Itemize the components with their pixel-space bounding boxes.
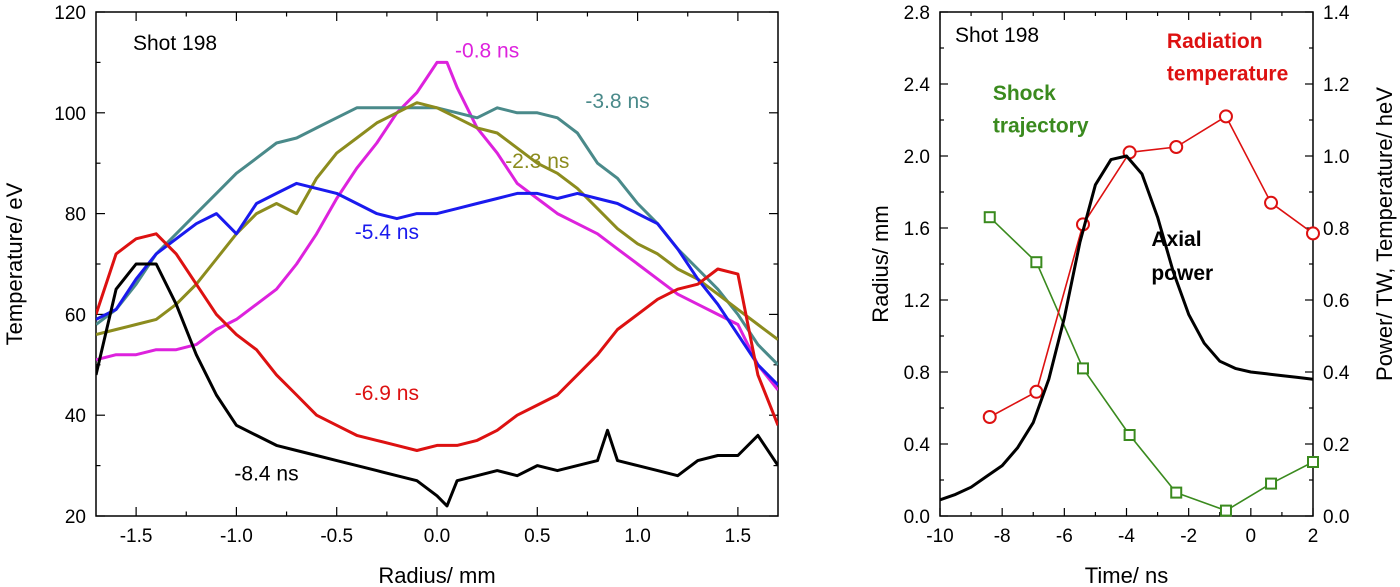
data-point: [1076, 362, 1089, 375]
shot-label: Shot 198: [955, 24, 1039, 47]
x-tick-label: 0.5: [524, 526, 550, 547]
y-tick-label: 100: [54, 104, 86, 125]
series-line: [940, 154, 1313, 502]
y-tick-label: 2.4: [904, 75, 931, 96]
y-right-tick-label: 1.0: [1323, 147, 1349, 168]
data-point: [1265, 477, 1278, 490]
x-tick-label: 1.0: [624, 526, 650, 547]
series-annotation: temperature: [1167, 62, 1288, 85]
x-tick-label: -2: [1180, 526, 1197, 547]
y-axis-title: Radius/ mm: [868, 205, 893, 322]
series-annotation: Radiation: [1167, 30, 1263, 53]
y-tick-label: 60: [65, 305, 86, 326]
series-line: [96, 232, 778, 452]
shot-label: Shot 198: [133, 32, 217, 55]
y-right-tick-label: 0.8: [1323, 219, 1349, 240]
y-tick-label: 80: [65, 205, 86, 226]
plot-frame: [95, 11, 779, 517]
x-tick-label: 0.0: [424, 526, 450, 547]
data-point: [1029, 384, 1044, 399]
series-annotation: Shock: [993, 82, 1056, 105]
series-annotation: -6.9 ns: [355, 382, 419, 405]
series-annotation: power: [1151, 262, 1213, 285]
data-point: [983, 211, 996, 224]
series-line: [96, 106, 778, 366]
series-annotation: Axial: [1151, 228, 1201, 251]
y-tick-label: 0.4: [904, 435, 931, 456]
y-tick-label: 1.2: [904, 291, 930, 312]
x-tick-label: -0.5: [320, 526, 353, 547]
data-point: [1123, 429, 1136, 441]
data-point: [1264, 195, 1279, 210]
x-axis-title: Time/ ns: [1085, 563, 1169, 587]
series-line: [96, 101, 778, 341]
x-tick-label: 0: [1246, 526, 1257, 547]
series-annotation: -2.3 ns: [505, 150, 569, 173]
y-right-tick-label: 1.2: [1323, 75, 1349, 96]
x-tick-label: -1.0: [220, 526, 253, 547]
x-tick-label: -10: [926, 526, 953, 547]
y-right-tick-label: 0.4: [1323, 363, 1350, 384]
series-annotation: trajectory: [993, 115, 1089, 138]
y-tick-label: 1.6: [904, 219, 930, 240]
data-point: [1306, 226, 1320, 241]
data-point: [982, 410, 997, 424]
x-axis-title: Radius/ mm: [378, 563, 495, 587]
series-annotation: -5.4 ns: [355, 221, 419, 244]
x-tick-label: 1.5: [725, 526, 751, 547]
x-tick-label: -8: [994, 526, 1011, 547]
y-right-tick-label: 0.0: [1323, 507, 1349, 528]
series-annotation: -0.8 ns: [455, 39, 519, 62]
y-axis-title: Temperature/ eV: [2, 182, 27, 345]
x-tick-label: -1.5: [120, 526, 153, 547]
y-right-tick-label: 1.4: [1323, 3, 1350, 24]
y-tick-label: 20: [65, 507, 86, 528]
x-tick-label: -4: [1118, 526, 1135, 547]
y-tick-label: 2.0: [904, 147, 930, 168]
series-line: [989, 115, 1313, 418]
y-tick-label: 0.8: [904, 363, 930, 384]
x-tick-label: -6: [1056, 526, 1073, 547]
data-point: [1307, 456, 1319, 468]
y-tick-label: 40: [65, 406, 86, 427]
series-line: [96, 181, 778, 387]
y-tick-label: 120: [54, 3, 86, 24]
data-point: [1169, 140, 1184, 154]
y-right-tick-label: 0.2: [1323, 435, 1349, 456]
y-right-axis-title: Power/ TW, Temperature/ heV: [1372, 87, 1397, 381]
x-tick-label: 2: [1308, 526, 1319, 547]
series-annotation: -3.8 ns: [585, 90, 649, 113]
temperature-profile-panel: -1.5 -1.0 -0.5 0.0 0.5 1.0 1.5 20 40 60 80 100 120 Ra…: [2, 3, 779, 587]
y-tick-label: 2.8: [904, 3, 930, 24]
data-point: [1219, 504, 1232, 517]
data-point: [1218, 109, 1233, 124]
data-point: [1030, 256, 1043, 269]
time-history-panel: -10 -8 -6 -4 -2 0 20.00.40.81.21.62.02.42.80.0…: [868, 3, 1397, 587]
series-annotation: -8.4 ns: [234, 463, 298, 486]
y-right-tick-label: 0.6: [1323, 291, 1349, 312]
y-tick-label: 0.0: [904, 507, 930, 528]
series-line: [96, 60, 778, 391]
data-point: [1170, 486, 1183, 499]
series-line: [96, 262, 778, 508]
series-line: [989, 216, 1313, 512]
